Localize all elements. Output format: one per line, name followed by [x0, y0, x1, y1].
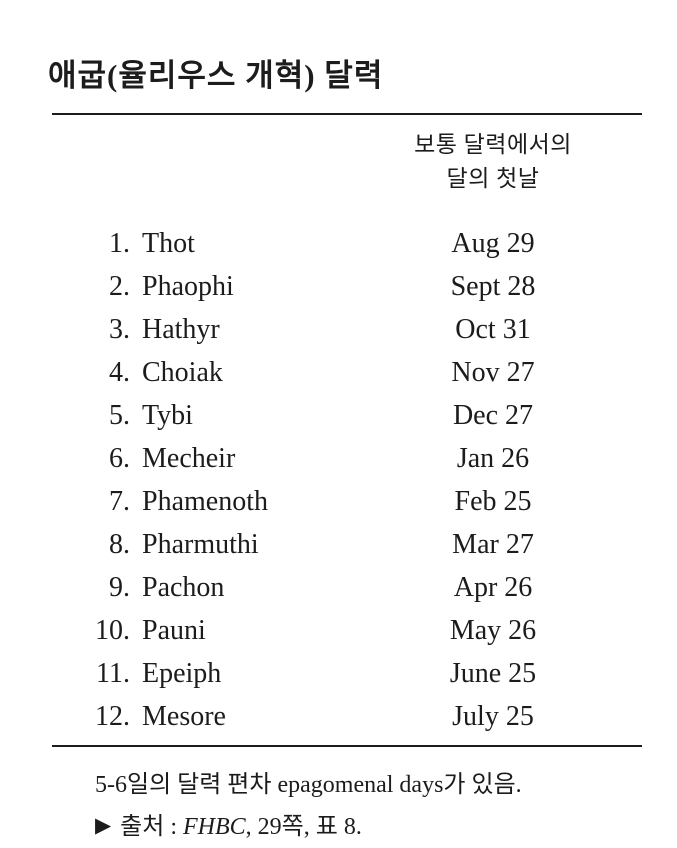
footnote: 5-6일의 달력 편차 epagomenal days가 있음.: [95, 772, 522, 798]
column-header: 보통 달력에서의 달의 첫날: [383, 128, 603, 196]
table-row: 6. Mecheir Jan 26: [0, 437, 677, 480]
egyptian-month-name: Epeiph: [142, 658, 222, 689]
source-prefix: 출처 :: [120, 814, 183, 840]
table-row: 4. Choiak Nov 27: [0, 351, 677, 394]
row-number: 6.: [109, 443, 130, 474]
row-number: 12.: [95, 701, 130, 732]
table-row: 12. Mesore July 25: [0, 695, 677, 738]
table-row: 2. Phaophi Sept 28: [0, 265, 677, 308]
table-row: 9. Pachon Apr 26: [0, 566, 677, 609]
source-line: ▶ 출처 : FHBC, 29쪽, 표 8.: [95, 806, 362, 841]
egyptian-month-name: Mesore: [142, 701, 226, 732]
egyptian-month-name: Pauni: [142, 615, 206, 646]
table-row: 1. Thot Aug 29: [0, 222, 677, 265]
egyptian-month-name: Pachon: [142, 572, 225, 603]
row-number: 5.: [109, 400, 130, 431]
egyptian-month-name: Pharmuthi: [142, 529, 259, 560]
first-day-date: Nov 27: [451, 357, 535, 388]
table-row: 8. Pharmuthi Mar 27: [0, 523, 677, 566]
egyptian-month-name: Hathyr: [142, 314, 220, 345]
row-number: 8.: [109, 529, 130, 560]
first-day-date: Aug 29: [451, 228, 535, 259]
page-title: 애굽(율리우스 개혁) 달력: [48, 58, 384, 93]
row-number: 3.: [109, 314, 130, 345]
first-day-date: Mar 27: [452, 529, 534, 560]
row-number: 11.: [96, 658, 130, 689]
first-day-date: Jan 26: [456, 443, 530, 474]
source-bullet-icon: ▶: [95, 813, 112, 837]
first-day-date: May 26: [449, 615, 537, 646]
first-day-date: Oct 31: [455, 314, 531, 345]
egyptian-month-name: Tybi: [142, 400, 193, 431]
first-day-date: June 25: [449, 658, 537, 689]
column-header-line2: 달의 첫날: [446, 166, 540, 191]
table-bottom-rule: [52, 745, 642, 747]
table-row: 7. Phamenoth Feb 25: [0, 480, 677, 523]
row-number: 7.: [109, 486, 130, 517]
row-number: 4.: [109, 357, 130, 388]
egyptian-month-name: Phamenoth: [142, 486, 268, 517]
table-row: 10. Pauni May 26: [0, 609, 677, 652]
source-suffix: , 29쪽, 표 8.: [245, 814, 362, 840]
first-day-date: Feb 25: [454, 486, 532, 517]
first-day-date: Sept 28: [450, 271, 536, 302]
first-day-date: July 25: [452, 701, 534, 732]
egyptian-month-name: Thot: [142, 228, 195, 259]
row-number: 1.: [109, 228, 130, 259]
egyptian-month-name: Choiak: [142, 357, 223, 388]
column-header-line1: 보통 달력에서의: [414, 132, 572, 157]
row-number: 10.: [95, 615, 130, 646]
table-top-rule: [52, 113, 642, 115]
table-row: 5. Tybi Dec 27: [0, 394, 677, 437]
table-row: 11. Epeiph June 25: [0, 652, 677, 695]
egyptian-month-name: Mecheir: [142, 443, 236, 474]
row-number: 2.: [109, 271, 130, 302]
source-work-title: FHBC: [182, 814, 246, 840]
first-day-date: Dec 27: [452, 400, 534, 431]
calendar-table: 1. Thot Aug 29 2. Phaophi Sept 28 3. Hat…: [0, 222, 677, 738]
table-row: 3. Hathyr Oct 31: [0, 308, 677, 351]
first-day-date: Apr 26: [453, 572, 533, 603]
row-number: 9.: [109, 572, 130, 603]
egyptian-month-name: Phaophi: [142, 271, 234, 302]
